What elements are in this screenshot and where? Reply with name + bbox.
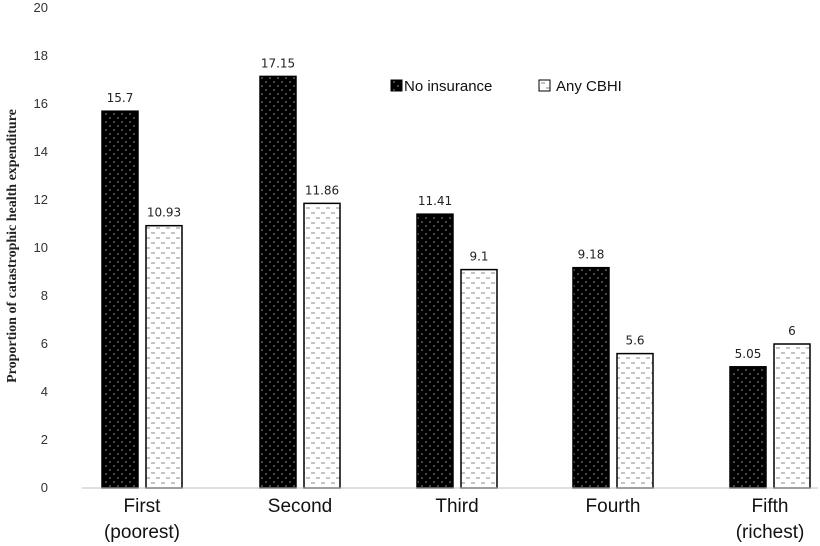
y-tick-label: 18	[34, 48, 48, 63]
bar-no-insurance	[729, 366, 767, 489]
y-tick-label: 14	[34, 144, 48, 159]
data-label-any-cbhi: 9.1	[469, 250, 488, 264]
bar-any-cbhi	[303, 202, 341, 489]
data-label-no-insurance: 5.05	[735, 347, 762, 361]
data-label-any-cbhi: 6	[788, 324, 796, 338]
legend: No insurance Any CBHI	[390, 78, 622, 95]
bar-any-cbhi	[460, 268, 498, 489]
data-label-any-cbhi: 5.6	[625, 334, 644, 348]
y-tick-label: 8	[41, 288, 48, 303]
data-label-any-cbhi: 10.93	[147, 206, 181, 220]
bar-any-cbhi	[616, 352, 654, 489]
y-tick-label: 2	[41, 432, 48, 447]
y-tick-label: 0	[41, 480, 48, 495]
data-label-no-insurance: 15.7	[107, 91, 134, 105]
y-tick-label: 10	[34, 240, 48, 255]
legend-label-no-insurance: No insurance	[404, 78, 492, 95]
category-label: Third	[435, 496, 478, 517]
bars	[101, 75, 811, 489]
bar-no-insurance	[572, 266, 610, 489]
data-label-no-insurance: 11.41	[418, 194, 452, 208]
category-label: (poorest)	[104, 522, 180, 543]
category-label: Fourth	[586, 496, 641, 517]
data-label-no-insurance: 9.18	[578, 248, 605, 262]
y-tick-label: 4	[41, 384, 48, 399]
legend-swatch-no-insurance	[390, 79, 403, 92]
category-label: First	[124, 496, 162, 517]
y-tick-label: 20	[34, 0, 48, 15]
category-label: Second	[268, 496, 332, 517]
legend-swatch-any-cbhi	[538, 79, 551, 92]
category-label: (richest)	[736, 522, 805, 543]
bar-any-cbhi	[145, 224, 183, 489]
y-axis-title: Proportion of catastrophic health expend…	[5, 109, 20, 383]
bar-no-insurance	[101, 110, 139, 489]
bar-any-cbhi	[773, 343, 811, 489]
y-tick-label: 16	[34, 96, 48, 111]
y-tick-label: 12	[34, 192, 48, 207]
y-tick-label: 6	[41, 336, 48, 351]
bar-no-insurance	[259, 75, 297, 489]
legend-label-any-cbhi: Any CBHI	[556, 78, 622, 95]
bar-no-insurance	[416, 213, 454, 489]
data-label-any-cbhi: 11.86	[305, 183, 339, 197]
data-label-no-insurance: 17.15	[261, 56, 295, 70]
category-label: Fifth	[752, 496, 789, 517]
y-axis-ticks: 0 2 4 6 8 10 12 14 16 18 20	[34, 0, 48, 495]
x-axis-labels: First (poorest) Second Third Fourth Fifth (ric…	[104, 496, 804, 543]
data-labels: 15.7 17.15 11.41 9.18 5.05 10.93 11.86 9.1 5.6 6	[107, 56, 796, 360]
